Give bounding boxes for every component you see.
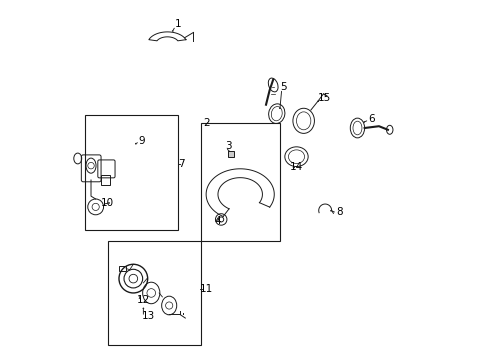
- Text: 10: 10: [101, 198, 114, 208]
- Text: 3: 3: [224, 141, 231, 151]
- Text: 6: 6: [367, 114, 374, 124]
- Text: 5: 5: [280, 82, 286, 92]
- Text: 11: 11: [199, 284, 212, 294]
- Text: 13: 13: [142, 311, 155, 321]
- Bar: [119, 266, 126, 271]
- Text: 14: 14: [289, 162, 302, 172]
- Bar: [201, 123, 280, 241]
- Bar: [85, 116, 178, 230]
- Text: 15: 15: [317, 93, 330, 103]
- Text: 12: 12: [137, 295, 150, 305]
- Text: 8: 8: [335, 207, 342, 217]
- Bar: [101, 175, 110, 185]
- Text: 7: 7: [178, 159, 184, 169]
- Bar: [108, 241, 201, 345]
- Bar: [228, 151, 234, 157]
- Text: 9: 9: [139, 136, 145, 145]
- Text: 1: 1: [174, 19, 181, 29]
- Text: 2: 2: [203, 118, 209, 128]
- Text: 4: 4: [214, 216, 220, 226]
